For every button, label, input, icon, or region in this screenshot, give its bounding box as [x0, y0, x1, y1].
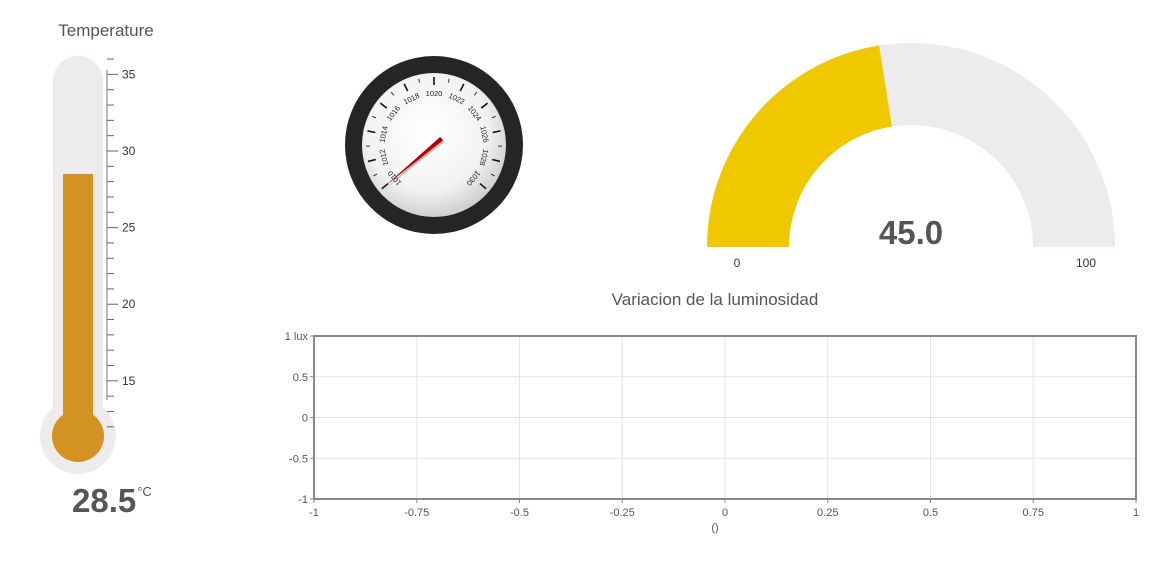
barometer-major-tick [403, 83, 409, 92]
barometer-tick-label: 1012 [378, 148, 391, 166]
luminosity-chart: -1 -0.75 -0.5 -0.25 0 0.25 0.5 0.75 1 1 lux0.50-… [285, 331, 1139, 534]
luminosity-chart-y-tick-label: -0.5 [289, 453, 308, 465]
barometer-minor-tick [390, 91, 395, 96]
luminosity-chart-title: Variacion de la luminosidad [611, 290, 819, 309]
luminosity-chart-x-axis-label: () [711, 522, 718, 534]
barometer-needle [383, 136, 445, 190]
donut-gauge-max-label: 100 [1076, 256, 1096, 270]
luminosity-chart-y-tick-label: 1 lux [285, 331, 309, 343]
thermometer-tick-label: 30 [122, 144, 136, 158]
barometer-minor-tick [372, 115, 377, 119]
luminosity-chart-x-tick-label: 0.5 [923, 507, 938, 519]
thermometer-gauge: 35 30 25 20 15 [40, 56, 136, 474]
luminosity-chart-x-tick-label: 0.75 [1023, 507, 1044, 519]
barometer-major-tick [479, 182, 487, 190]
thermometer-title: Temperature [58, 21, 154, 40]
luminosity-chart-x-tick-label: 1 [1133, 507, 1139, 519]
thermometer-tick-label: 15 [122, 374, 136, 388]
barometer-minor-tick [490, 173, 495, 177]
luminosity-chart-x-tick-label: 0 [722, 507, 728, 519]
luminosity-chart-x-tick-label: -0.25 [610, 507, 635, 519]
barometer-tick-label: 1020 [426, 89, 443, 98]
luminosity-chart-x-tick-label: -1 [309, 507, 319, 519]
luminosity-chart-y-tick-label: 0.5 [293, 372, 308, 384]
barometer-major-tick [379, 102, 388, 109]
thermometer-fill [63, 173, 93, 436]
barometer-minor-tick [491, 115, 496, 119]
thermometer-readout: 28.5°C [72, 482, 152, 520]
luminosity-chart-x-tick-label: -0.5 [510, 507, 529, 519]
donut-gauge: 45.0 0 100 [707, 43, 1115, 270]
barometer-minor-tick [473, 91, 478, 96]
thermometer-tick-label: 25 [122, 221, 136, 235]
thermometer-unit: °C [137, 484, 152, 499]
barometer-major-tick [480, 102, 489, 109]
barometer-major-tick [367, 130, 376, 134]
barometer-major-tick [492, 158, 501, 163]
thermometer-scale: 35 30 25 20 15 [106, 58, 136, 428]
barometer-needle-shadow [384, 138, 445, 190]
barometer-needle-shape [383, 136, 444, 188]
barometer-dial: 1010101210141016101810201022102410261028… [345, 56, 523, 234]
thermometer-bulb [52, 410, 104, 462]
thermometer-tick-label: 20 [122, 297, 136, 311]
barometer-minor-tick [447, 78, 450, 83]
luminosity-chart-y-tick-label: -1 [298, 494, 308, 506]
luminosity-chart-x-axis: -1 -0.75 -0.5 -0.25 0 0.25 0.5 0.75 1 [309, 499, 1139, 519]
donut-gauge-min-label: 0 [734, 256, 741, 270]
barometer-tick-label: 1028 [478, 148, 491, 166]
barometer-tick-label: 1026 [478, 125, 490, 143]
luminosity-chart-y-axis: 1 lux 0.5 0 -0.5 -1 [285, 331, 314, 506]
barometer-minor-tick [418, 78, 421, 83]
thermometer-value: 28.5 [72, 482, 137, 519]
barometer-major-tick [492, 130, 501, 134]
barometer-minor-tick [373, 173, 378, 177]
donut-gauge-value: 45.0 [879, 214, 943, 251]
barometer-major-tick [367, 158, 376, 163]
barometer-tick-label: 1014 [377, 125, 389, 143]
luminosity-chart-grid [313, 335, 1137, 500]
thermometer-tick-label: 35 [122, 67, 136, 81]
luminosity-chart-x-tick-label: -0.75 [404, 507, 429, 519]
luminosity-chart-x-tick-label: 0.25 [817, 507, 838, 519]
luminosity-chart-y-tick-label: 0 [302, 413, 308, 425]
donut-gauge-fill [707, 45, 892, 247]
barometer-major-tick [459, 83, 465, 92]
